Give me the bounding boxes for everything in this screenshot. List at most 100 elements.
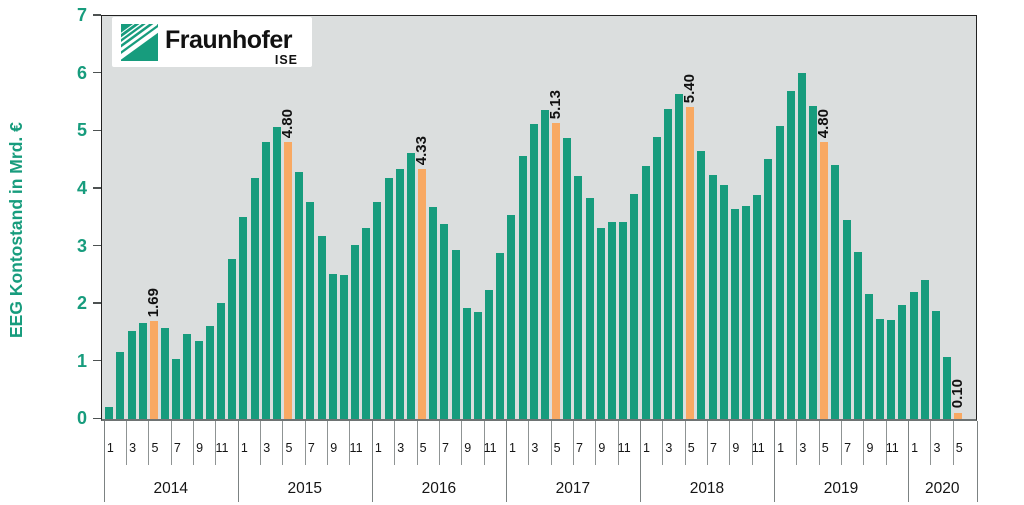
month-tick-2015-3: 3 (263, 441, 271, 455)
month-separator-2017-11 (617, 421, 619, 465)
value-label-2020: 0.10 (949, 379, 967, 409)
bar-2018-08 (719, 185, 728, 419)
bar-2015-01 (239, 217, 248, 419)
y-tick-mark-5 (93, 129, 101, 132)
bar-2015-05 (284, 141, 293, 419)
bar-2017-09 (596, 228, 605, 419)
month-tick-2018-5: 5 (687, 441, 695, 455)
month-separator-2016-11 (483, 421, 485, 465)
month-separator-2015-9 (327, 421, 329, 465)
month-tick-2016-7: 7 (441, 441, 449, 455)
bar-2017-08 (585, 197, 594, 419)
fraunhofer-logo-subtitle: ISE (274, 53, 298, 67)
month-separator-2019-3 (796, 421, 798, 465)
bar-2020-01 (909, 292, 918, 419)
bar-2014-11 (217, 303, 225, 419)
month-tick-2018-9: 9 (732, 441, 740, 455)
bar-2017-01 (507, 214, 516, 419)
month-tick-2017-5: 5 (553, 441, 561, 455)
value-label-2019: 4.80 (815, 108, 833, 138)
bar-2020-02 (920, 280, 929, 419)
year-label-2015: 2015 (287, 480, 323, 497)
month-separator-2014-9 (193, 421, 195, 465)
bar-2014-01 (105, 406, 114, 419)
bar-2019-07 (842, 219, 851, 419)
month-tick-2016-5: 5 (419, 441, 427, 455)
month-separator-2014-11 (215, 421, 217, 465)
bar-2017-05 (552, 122, 561, 419)
month-tick-2016-3: 3 (397, 441, 405, 455)
year-label-2019: 2019 (823, 480, 859, 497)
bar-2018-01 (641, 166, 650, 419)
bar-2016-05 (418, 168, 427, 419)
bar-2017-02 (518, 156, 527, 419)
fraunhofer-logo-icon (121, 24, 158, 61)
month-tick-2015-7: 7 (307, 441, 315, 455)
month-tick-2016-9: 9 (464, 441, 472, 455)
bar-2019-02 (786, 90, 795, 419)
month-separator-2018-3 (662, 421, 664, 465)
month-separator-2020-3 (930, 421, 932, 465)
bar-2016-09 (462, 308, 471, 419)
year-label-2017: 2017 (555, 480, 591, 497)
bar-2018-12 (764, 158, 773, 419)
bar-2018-02 (652, 136, 661, 419)
month-tick-2017-9: 9 (598, 441, 606, 455)
y-tick-mark-3 (93, 244, 101, 247)
month-separator-2017-3 (528, 421, 530, 465)
bar-2016-06 (429, 207, 438, 419)
year-label-2018: 2018 (689, 480, 725, 497)
bar-2015-09 (328, 273, 337, 419)
month-separator-2015-11 (349, 421, 351, 465)
month-tick-2018-11: 11 (751, 441, 765, 455)
month-tick-2016-1: 1 (374, 441, 382, 455)
bar-2016-02 (384, 178, 393, 419)
bar-2014-12 (228, 259, 237, 419)
bar-2019-08 (853, 251, 862, 419)
y-tick-label-7: 7 (76, 5, 87, 26)
fraunhofer-logo: Fraunhofer ISE (112, 17, 312, 67)
month-tick-2015-9: 9 (330, 441, 338, 455)
month-tick-2020-5: 5 (955, 441, 963, 455)
bar-2017-04 (540, 110, 549, 419)
year-label-2020: 2020 (925, 480, 960, 497)
bar-2014-09 (194, 341, 203, 419)
month-tick-2018-7: 7 (710, 441, 718, 455)
month-tick-2020-1: 1 (911, 441, 919, 455)
month-separator-2019-5 (818, 421, 820, 465)
month-tick-2014-9: 9 (196, 441, 204, 455)
bar-2018-04 (675, 94, 684, 419)
bar-2015-06 (295, 172, 304, 419)
month-separator-2014-3 (126, 421, 128, 465)
month-tick-2017-3: 3 (531, 441, 539, 455)
bar-2014-10 (205, 326, 214, 419)
month-tick-2019-7: 7 (844, 441, 852, 455)
bar-2016-11 (485, 290, 494, 419)
month-tick-2017-1: 1 (508, 441, 516, 455)
month-separator-2016-5 (416, 421, 418, 465)
bar-2015-02 (250, 178, 259, 419)
bar-2018-11 (753, 194, 762, 419)
value-label-2016: 4.33 (413, 135, 431, 165)
month-separator-2017-9 (595, 421, 597, 465)
bar-2014-03 (127, 330, 136, 419)
month-separator-2018-11 (751, 421, 753, 465)
y-tick-label-3: 3 (76, 235, 87, 256)
bar-2016-01 (373, 201, 382, 419)
year-separator-2018 (639, 421, 641, 502)
month-tick-2020-3: 3 (933, 441, 941, 455)
bar-2016-12 (496, 252, 505, 419)
bar-2019-06 (831, 165, 840, 419)
bar-2019-09 (864, 293, 873, 419)
y-tick-label-6: 6 (76, 62, 87, 83)
bar-2019-01 (775, 125, 784, 419)
month-separator-2018-9 (729, 421, 731, 465)
month-separator-2017-7 (572, 421, 574, 465)
month-tick-2018-3: 3 (665, 441, 673, 455)
bar-2015-11 (351, 244, 360, 419)
year-separator-2015 (237, 421, 239, 502)
bar-2015-03 (261, 142, 270, 419)
bar-2020-04 (943, 357, 952, 419)
year-separator-2020 (908, 421, 910, 502)
